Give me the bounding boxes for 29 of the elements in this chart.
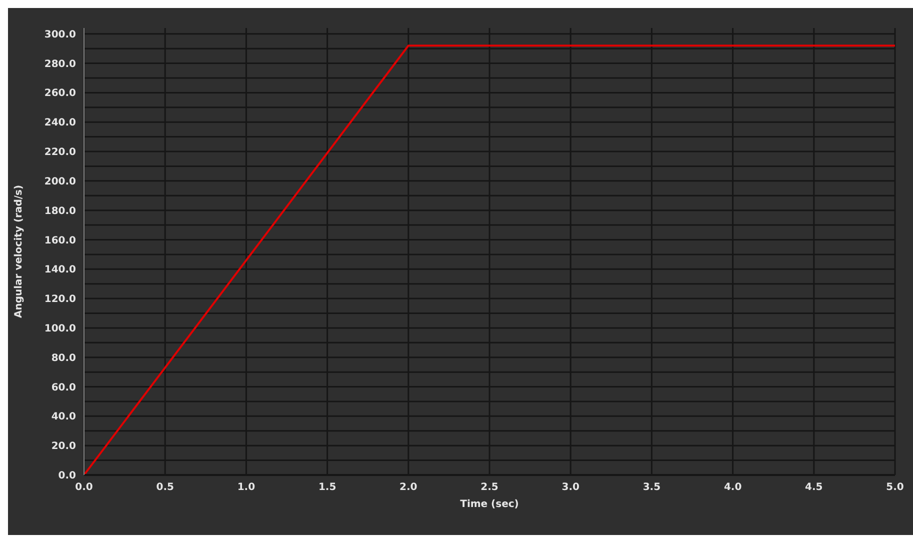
x-tick-label: 2.0 (400, 482, 418, 494)
y-tick-label: 240.0 (44, 118, 76, 129)
x-tick-label: 1.0 (237, 482, 256, 494)
y-tick-label: 180.0 (44, 206, 76, 217)
y-axis-title: Angular velocity (rad/s) (14, 184, 25, 318)
y-tick-label: 100.0 (44, 324, 76, 335)
x-tick-label: 3.5 (642, 482, 661, 494)
y-tick-label: 160.0 (44, 235, 76, 246)
x-tick-label: 4.5 (805, 482, 823, 494)
y-tick-label: 80.0 (51, 352, 76, 364)
y-tick-label: 0.0 (58, 470, 76, 482)
x-tick-label: 1.5 (318, 482, 336, 494)
x-tick-label: 0.0 (75, 482, 93, 494)
y-tick-label: 60.0 (51, 382, 76, 394)
y-tick-label: 20.0 (51, 441, 76, 452)
x-axis-title: Time (sec) (460, 499, 519, 510)
y-tick-label: 120.0 (44, 294, 76, 306)
x-tick-label: 5.0 (886, 482, 904, 494)
x-tick-label: 3.0 (562, 482, 580, 494)
x-tick-label: 4.0 (724, 482, 742, 494)
y-tick-label: 220.0 (44, 147, 76, 158)
x-tick-label: 2.5 (480, 482, 498, 494)
y-tick-label: 200.0 (44, 176, 76, 188)
y-tick-label: 140.0 (44, 264, 76, 276)
y-tick-label: 40.0 (51, 412, 76, 423)
y-tick-label: 280.0 (44, 58, 76, 70)
y-tick-label: 300.0 (44, 29, 76, 40)
x-tick-label: 0.5 (156, 482, 174, 494)
y-tick-label: 260.0 (44, 88, 76, 100)
